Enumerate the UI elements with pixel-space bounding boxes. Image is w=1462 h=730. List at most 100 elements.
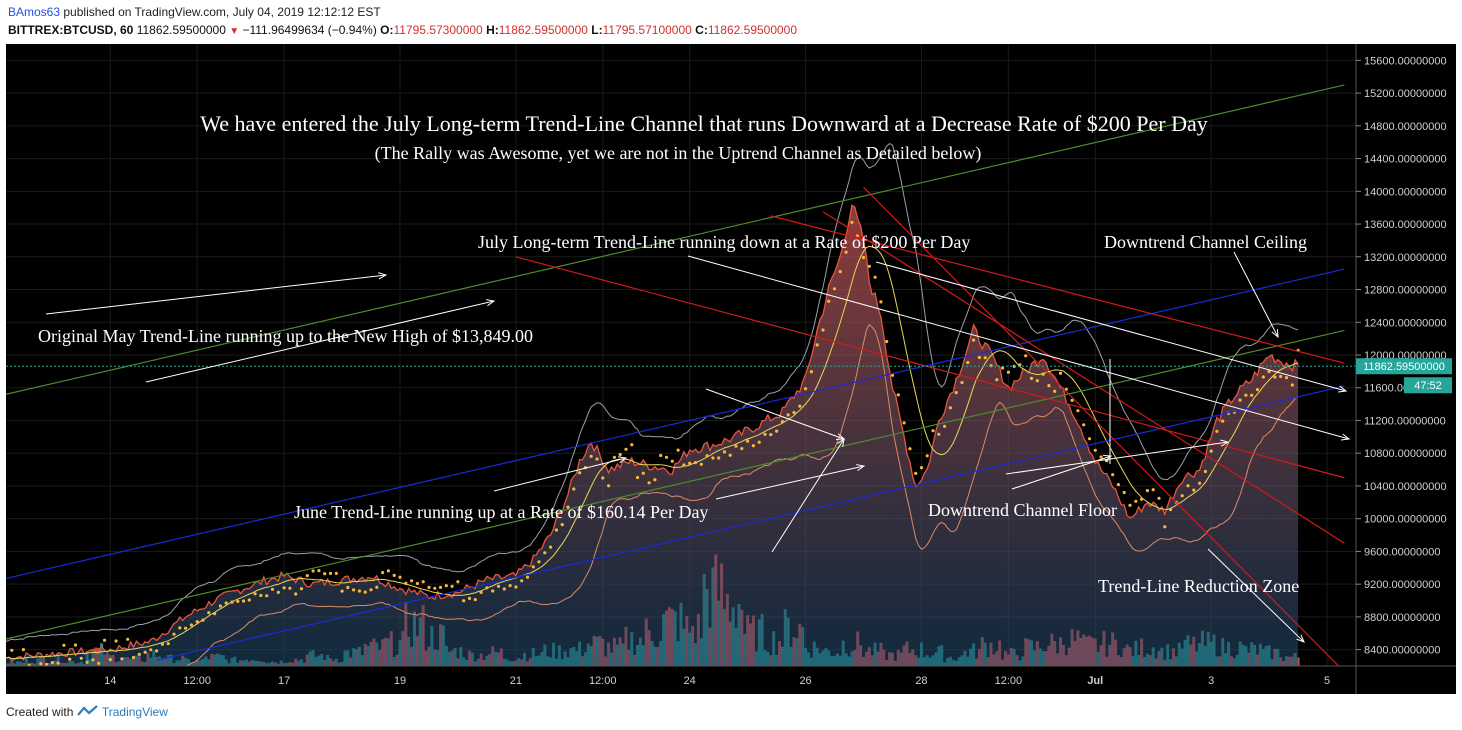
sar-dot [462, 599, 466, 603]
x-axis[interactable]: 14 12:00 17 19 21 12:00 24 26 28 12:00 Jul 3 5 [104, 675, 1330, 687]
sar-dot [45, 662, 49, 666]
sar-dot [230, 600, 234, 604]
sar-dot [386, 569, 390, 573]
sar-dot [207, 611, 211, 615]
sar-dot [937, 432, 941, 436]
sar-dot [890, 373, 895, 377]
sar-dot [693, 461, 698, 465]
sar-dot [624, 447, 628, 451]
sar-dot [740, 447, 744, 451]
x-tick-label: 14 [104, 675, 116, 687]
sar-dot [1255, 388, 1260, 392]
sar-dot [456, 580, 460, 584]
tradingview-link[interactable]: TradingView [101, 705, 168, 719]
sar-dot [647, 481, 651, 485]
created-with-text: Created with [6, 705, 74, 719]
countdown-tag: 47:52 [1404, 377, 1452, 394]
sar-dot [1169, 508, 1173, 512]
red-downtrend-line [863, 186, 1340, 666]
sar-dot [473, 598, 477, 602]
sar-dot [705, 454, 709, 458]
floor-label: Downtrend Channel Floor [928, 500, 1117, 520]
y-tick-label: 14000.00000000 [1364, 186, 1447, 198]
sar-dot [270, 587, 275, 591]
y-tick-label: 11200.00000000 [1364, 415, 1446, 427]
sar-dot [1053, 389, 1057, 393]
sar-dot [323, 572, 327, 576]
sar-dot [39, 662, 43, 666]
green-trendline-upper [6, 84, 1345, 395]
y-tick-label: 12800.00000000 [1364, 285, 1447, 297]
sar-dot [861, 255, 866, 260]
high-label: H: [486, 23, 499, 37]
sar-dot [421, 580, 425, 584]
sar-dot [224, 601, 228, 605]
sar-dot [114, 639, 118, 643]
last-price-tag-bg [1356, 358, 1452, 375]
sar-dot [328, 571, 333, 576]
sar-dot [966, 360, 970, 365]
sar-dot [578, 471, 582, 475]
sar-dot [867, 264, 871, 268]
sar-dot [120, 657, 124, 661]
sar-dot [722, 450, 727, 454]
sar-dot [160, 642, 164, 646]
sar-dot [832, 287, 837, 291]
red-downtrend-line [515, 256, 1345, 479]
sar-dot [1082, 423, 1086, 427]
annotation-arrow [1011, 455, 1112, 490]
annotation-arrow [145, 300, 495, 383]
sar-dot [786, 413, 790, 417]
sar-dot [56, 661, 60, 665]
sar-dot [676, 448, 680, 452]
sar-dot [1111, 473, 1115, 477]
red-downtrend-line [770, 215, 1345, 364]
sar-dot [137, 652, 141, 657]
y-tick-label: 10800.00000000 [1364, 448, 1447, 460]
sar-dot [1018, 363, 1022, 367]
plot-area[interactable]: We have entered the July Long-term Trend… [6, 44, 1356, 678]
sar-dot [294, 592, 298, 596]
sar-dot [1035, 379, 1039, 383]
y-tick-label: 14400.00000000 [1364, 154, 1447, 166]
sar-dot [166, 642, 170, 646]
sar-dot [798, 404, 802, 408]
sar-dot [1041, 372, 1045, 376]
open-label: O: [380, 23, 394, 37]
sar-dot [1099, 455, 1103, 459]
sar-dot [496, 584, 501, 588]
sar-dot [189, 623, 193, 627]
parabolic-sar-dots [10, 220, 1300, 666]
sar-dot [50, 661, 55, 665]
sar-dot [919, 466, 924, 470]
x-tick-label: 12:00 [995, 675, 1023, 687]
sar-dot [317, 569, 321, 573]
sar-dot [664, 455, 669, 459]
x-tick-label: 12:00 [589, 675, 617, 687]
sar-dot [444, 584, 448, 588]
sar-dot [560, 523, 564, 527]
sar-dot [896, 393, 900, 397]
sar-dot [902, 421, 906, 425]
author-name[interactable]: BAmos63 [8, 5, 61, 19]
sar-dot [247, 598, 251, 602]
sar-dot [1145, 489, 1149, 493]
sar-dot [1215, 429, 1219, 433]
trendlines[interactable] [6, 84, 1345, 666]
sar-dot [1134, 499, 1138, 503]
annotation-arrow [1005, 441, 1229, 475]
price-chart[interactable]: We have entered the July Long-term Trend… [6, 44, 1456, 694]
sar-dot [995, 378, 999, 382]
last-price-tag: 11862.59500000 [1356, 358, 1452, 375]
sar-dot [815, 343, 819, 347]
sar-dot [398, 575, 402, 579]
x-tick-label: 24 [684, 675, 696, 687]
sar-dot [427, 585, 431, 590]
annotation-arrows [45, 251, 1351, 643]
x-tick-label: 3 [1208, 675, 1214, 687]
sar-dot [850, 220, 854, 224]
sar-dot [415, 581, 419, 586]
annotation-arrowhead [1271, 328, 1279, 339]
symbol-label: BITTREX:BTCUSD, 60 [8, 23, 134, 37]
close-value: 11862.59500000 [707, 23, 798, 37]
